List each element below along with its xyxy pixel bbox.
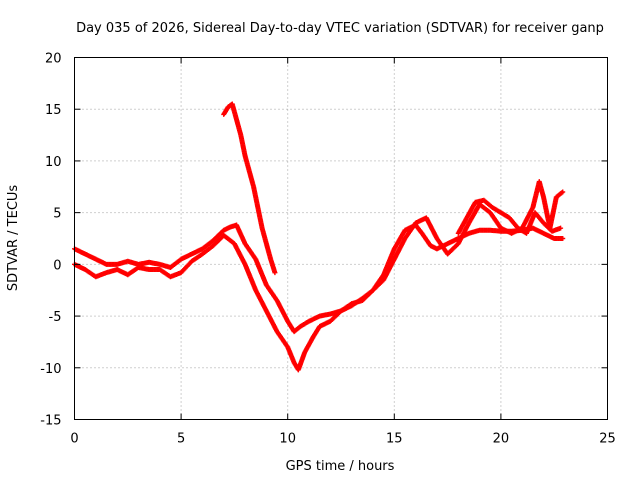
axis-ticks	[74, 57, 608, 420]
chart-title: Day 035 of 2026, Sidereal Day-to-day VTE…	[76, 21, 604, 36]
y-axis-label: SDTVAR / TECUs	[6, 185, 21, 292]
y-tick-labels: -15 -10 -5 0 5 10 15 20	[40, 52, 61, 429]
x-tick-label: 15	[386, 432, 403, 447]
data-point	[558, 225, 564, 231]
data-point	[560, 189, 566, 195]
y-tick-label: -10	[40, 362, 61, 377]
plot-frame	[74, 57, 608, 420]
grid	[74, 57, 608, 420]
plot-area	[72, 101, 566, 373]
x-tick-labels: 0 5 10 15 20 25	[70, 432, 615, 447]
series-sdtvar	[72, 101, 566, 373]
data-point	[272, 270, 278, 276]
y-tick-label: 20	[45, 52, 62, 67]
y-tick-label: -15	[40, 414, 61, 429]
x-axis-label: GPS time / hours	[286, 459, 395, 474]
y-tick-label: 15	[45, 103, 62, 118]
y-tick-label: 10	[45, 155, 62, 170]
data-point	[559, 190, 565, 196]
x-tick-label: 20	[493, 432, 510, 447]
y-tick-label: -5	[49, 310, 62, 325]
x-tick-label: 10	[279, 432, 296, 447]
x-tick-label: 0	[70, 432, 78, 447]
data-point	[560, 236, 566, 241]
y-tick-label: 0	[53, 258, 61, 273]
x-tick-label: 25	[599, 432, 616, 447]
x-tick-label: 5	[177, 432, 185, 447]
y-tick-label: 5	[53, 207, 61, 222]
